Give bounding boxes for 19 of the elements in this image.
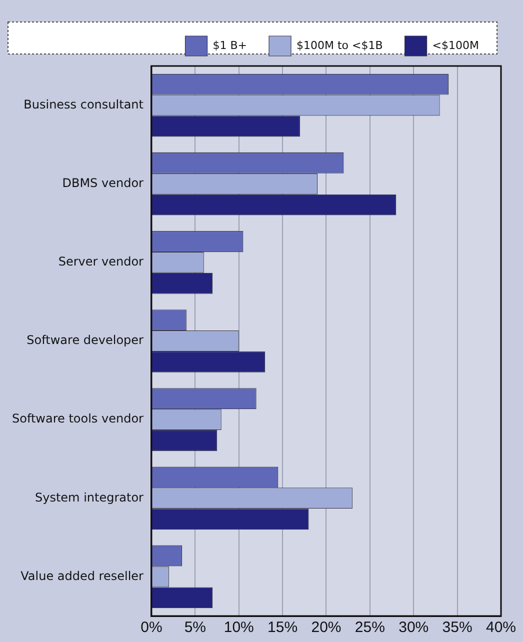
y-tick-label: Software tools vendor bbox=[12, 412, 144, 426]
x-tick-label: 10% bbox=[224, 619, 254, 636]
legend-label: $100M to <$1B bbox=[296, 38, 383, 52]
y-tick-label: Value added reseller bbox=[20, 568, 144, 583]
x-tick-label: 25% bbox=[354, 619, 385, 636]
x-tick-label: 30% bbox=[398, 619, 429, 636]
legend-label: <$100M bbox=[432, 38, 479, 52]
x-tick-label: 0% bbox=[140, 619, 162, 636]
legend-label: $1 B+ bbox=[212, 38, 248, 52]
y-tick-label: Server vendor bbox=[58, 254, 144, 269]
x-tick-label: 20% bbox=[311, 619, 342, 636]
y-tick-label: DBMS vendor bbox=[62, 176, 144, 190]
y-tick-label: Business consultant bbox=[24, 97, 144, 112]
x-tick-label: 40% bbox=[486, 619, 516, 636]
y-tick-label: Software developer bbox=[26, 333, 144, 348]
x-tick-label: 5% bbox=[184, 619, 206, 636]
y-tick-label: System integrator bbox=[35, 490, 144, 504]
x-tick-label: 15% bbox=[268, 619, 298, 636]
x-tick-label: 35% bbox=[442, 619, 472, 636]
